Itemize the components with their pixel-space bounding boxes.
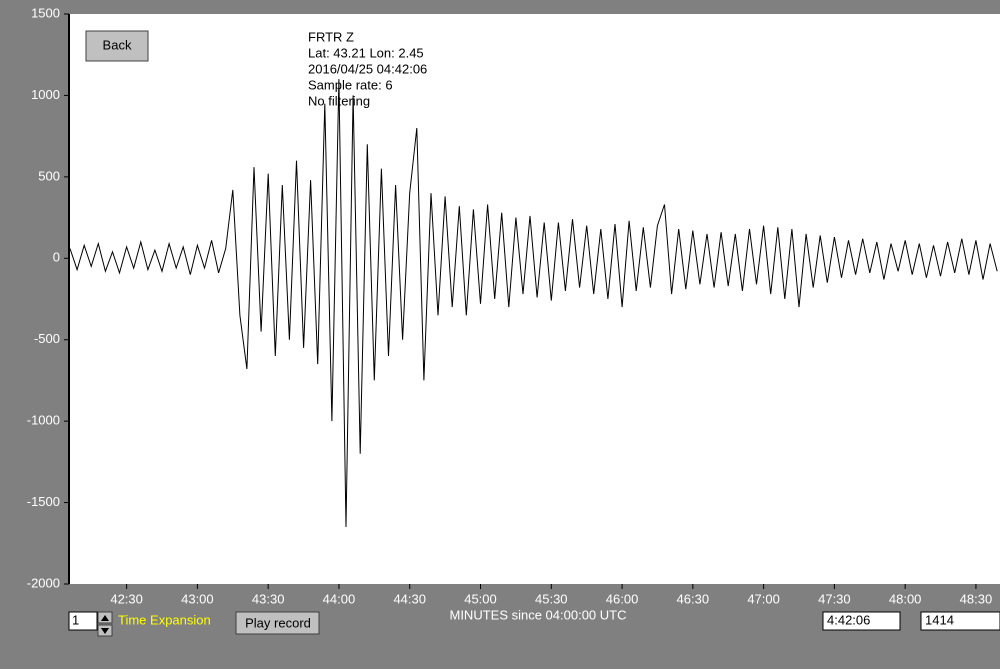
info-line: Sample rate: 6 [308,77,393,92]
x-tick-label: 43:30 [252,591,285,606]
x-tick-label: 48:30 [960,591,993,606]
x-tick-label: 44:00 [323,591,356,606]
expansion-label: Time Expansion [118,612,211,627]
plot [69,79,998,528]
spin-arrows [101,615,109,634]
y-tick-label: -500 [34,331,60,346]
plot-area [70,14,1000,584]
y-tick-label: -2000 [27,575,60,590]
info-line: 2016/04/25 04:42:06 [308,61,427,76]
back-label[interactable]: Back [103,37,132,52]
y-tick-label: -1000 [27,413,60,428]
start-time[interactable]: 4:42:06 [827,612,870,627]
x-tick-label: 46:00 [606,591,639,606]
info: FRTR Z Lat: 43.21 Lon: 2.45 2016/04/25 0… [308,29,427,108]
x-tick-label: 46:30 [677,591,710,606]
x-tick-label: 48:00 [889,591,922,606]
y-tick-label: -1500 [27,494,60,509]
y-tick-label: 0 [53,250,60,265]
y-tick-label: 500 [38,168,60,183]
expansion-input[interactable] [68,611,98,631]
x-tick-label: 42:30 [110,591,143,606]
x-tick-label: 47:30 [818,591,851,606]
info-line: No filtering [308,93,370,108]
x-axis-title: MINUTES since 04:00:00 UTC [449,607,626,622]
x-tick-label: 45:00 [464,591,497,606]
count-box[interactable] [920,611,1000,631]
x-tick-label: 44:30 [393,591,426,606]
play-button[interactable] [235,611,320,635]
expansion-value[interactable]: 1 [72,612,79,627]
start-time-box[interactable] [822,611,901,631]
back-button[interactable] [85,30,149,62]
y-tick-label: 1000 [31,87,60,102]
x-tick-label: 47:00 [747,591,780,606]
x-tick-label: 43:00 [181,591,214,606]
y-tick-label: 1500 [31,5,60,20]
count[interactable]: 1414 [925,612,954,627]
info-line: Lat: 43.21 Lon: 2.45 [308,45,424,60]
waveform [69,79,998,528]
x-tick-label: 45:30 [535,591,568,606]
info-line: FRTR Z [308,29,354,44]
play-label[interactable]: Play record [245,615,311,630]
